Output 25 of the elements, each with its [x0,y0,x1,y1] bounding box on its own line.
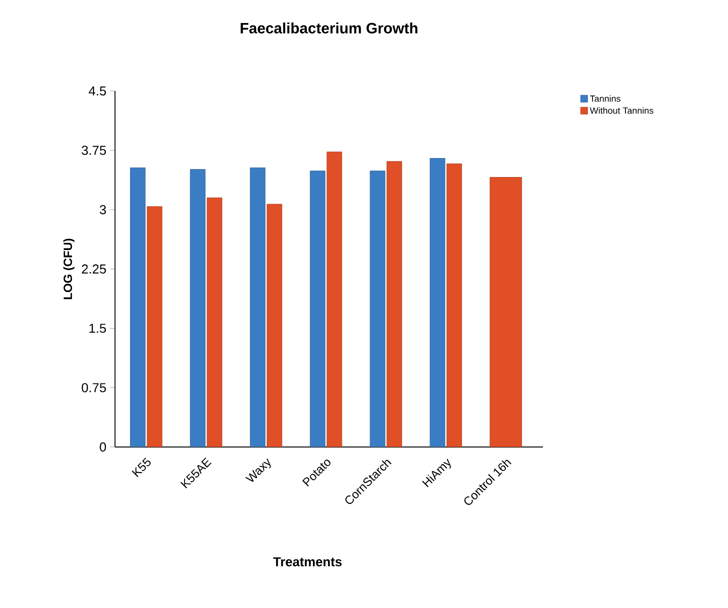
bar [146,206,162,447]
y-tick-label: 3 [100,205,106,214]
y-tick-label: 1.5 [89,324,106,333]
bar [430,158,446,447]
chart-title: Faecalibacterium Growth [240,22,418,34]
bar [130,168,146,447]
bar [190,169,206,447]
bar [326,152,342,447]
bar [206,198,222,447]
bar [370,170,386,447]
bar [310,170,326,447]
y-tick-label: 4.5 [88,86,106,96]
legend-label: Without Tannins [590,107,654,114]
bar [250,168,266,447]
y-tick-label: 3.75 [82,146,106,155]
bar [446,164,462,447]
y-tick-label: 2.25 [82,264,106,274]
legend-label: Tannins [590,95,620,102]
y-tick-label: 0.75 [82,383,106,392]
x-tick-label: K55 [132,458,151,478]
y-axis-title: LOG (CFU) [63,238,74,300]
bar [386,161,402,447]
bar [266,204,282,447]
x-axis-title: Treatments [273,557,342,566]
y-tick-label: 0 [100,442,106,452]
